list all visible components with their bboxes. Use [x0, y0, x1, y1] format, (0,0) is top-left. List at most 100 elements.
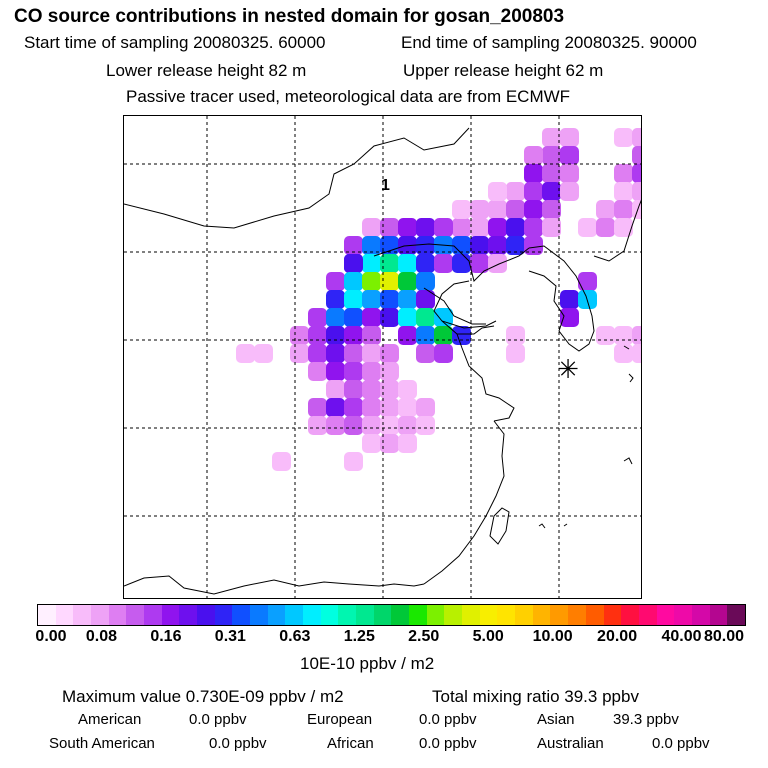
concentration-cell — [416, 326, 435, 345]
concentration-cell — [434, 326, 453, 345]
concentration-cell — [452, 218, 471, 237]
concentration-cell — [506, 236, 525, 255]
colorbar — [37, 604, 746, 626]
colorbar-swatch — [232, 605, 251, 625]
concentration-cell — [470, 200, 489, 219]
concentration-cell — [506, 182, 525, 201]
region-value: 0.0 ppbv — [419, 711, 477, 728]
concentration-cell — [632, 326, 641, 345]
concentration-cell — [380, 362, 399, 381]
concentration-cell — [542, 182, 561, 201]
concentration-cell — [380, 344, 399, 363]
region-value: 0.0 ppbv — [189, 711, 247, 728]
colorbar-swatch — [426, 605, 445, 625]
concentration-cell — [362, 398, 381, 417]
colorbar-swatch — [479, 605, 498, 625]
concentration-cell — [470, 218, 489, 237]
concentration-cell — [362, 290, 381, 309]
concentration-cell — [344, 272, 363, 291]
concentration-cell — [524, 218, 543, 237]
concentration-cell — [308, 308, 327, 327]
concentration-cell — [398, 326, 417, 345]
colorbar-swatch — [285, 605, 304, 625]
concentration-cell — [416, 236, 435, 255]
colorbar-swatch — [338, 605, 357, 625]
concentration-cell — [380, 380, 399, 399]
total-mixing-ratio: Total mixing ratio 39.3 ppbv — [432, 687, 639, 706]
concentration-cell — [416, 218, 435, 237]
colorbar-swatch — [161, 605, 180, 625]
concentration-cell — [632, 164, 641, 183]
colorbar-tick-label: 0.63 — [279, 628, 311, 645]
receptor-icon: ✳ — [557, 355, 579, 385]
concentration-cell — [236, 344, 255, 363]
concentration-cell — [308, 326, 327, 345]
concentration-cell — [632, 200, 641, 219]
concentration-cell — [326, 398, 345, 417]
colorbar-swatch — [621, 605, 639, 625]
concentration-cell — [470, 236, 489, 255]
concentration-cell — [362, 272, 381, 291]
concentration-cell — [398, 308, 417, 327]
end-time: End time of sampling 20080325. 90000 — [401, 33, 697, 52]
concentration-cell — [398, 254, 417, 273]
concentration-cell — [596, 200, 615, 219]
colorbar-swatch — [656, 605, 675, 625]
concentration-cell — [326, 290, 345, 309]
concentration-cell — [560, 164, 579, 183]
concentration-cell — [344, 236, 363, 255]
colorbar-swatch — [674, 605, 692, 625]
colorbar-swatch — [497, 605, 516, 625]
lat-lon-grid — [124, 116, 641, 598]
concentration-cell — [380, 308, 399, 327]
colorbar-swatch — [197, 605, 215, 625]
colorbar-swatch — [568, 605, 586, 625]
concentration-cell — [362, 236, 381, 255]
region-name: European — [307, 711, 373, 728]
concentration-cell — [326, 326, 345, 345]
concentration-cell — [578, 218, 597, 237]
concentration-cell — [560, 290, 579, 309]
upper-release-height: Upper release height 62 m — [403, 61, 604, 80]
colorbar-swatch — [638, 605, 657, 625]
concentration-cell — [542, 218, 561, 237]
concentration-cell — [380, 218, 399, 237]
concentration-cell — [632, 128, 641, 147]
concentration-cell — [344, 308, 363, 327]
concentration-cell — [362, 326, 381, 345]
concentration-cell — [560, 308, 579, 327]
colorbar-swatch — [691, 605, 710, 625]
concentration-cell — [506, 326, 525, 345]
colorbar-tick-label: 80.00 — [703, 628, 745, 645]
concentration-cell — [416, 272, 435, 291]
colorbar-swatch — [126, 605, 145, 625]
map-title: CO source contributions in nested domain… — [14, 6, 565, 27]
region-name: Australian — [537, 735, 604, 752]
colorbar-swatch — [727, 605, 745, 625]
start-time: Start time of sampling 20080325. 60000 — [24, 33, 326, 52]
map-label: 1 — [381, 177, 390, 194]
colorbar-swatch — [55, 605, 74, 625]
colorbar-swatch — [373, 605, 392, 625]
concentration-cell — [380, 290, 399, 309]
concentration-cell — [524, 182, 543, 201]
concentration-cell — [344, 398, 363, 417]
concentration-cell — [434, 344, 453, 363]
colorbar-swatch — [603, 605, 622, 625]
concentration-cell — [326, 308, 345, 327]
concentration-cell — [290, 344, 309, 363]
colorbar-swatch — [250, 605, 268, 625]
colorbar-swatch — [267, 605, 286, 625]
colorbar-swatch — [303, 605, 321, 625]
concentration-cell — [542, 128, 561, 147]
concentration-cell — [416, 344, 435, 363]
colorbar-swatch — [108, 605, 127, 625]
colorbar-swatch — [214, 605, 233, 625]
colorbar-swatch — [38, 605, 56, 625]
concentration-cell — [452, 236, 471, 255]
concentration-cell — [524, 164, 543, 183]
concentration-cell — [272, 452, 291, 471]
concentration-cell — [578, 272, 597, 291]
concentration-cell — [290, 326, 309, 345]
concentration-cell — [524, 236, 543, 255]
